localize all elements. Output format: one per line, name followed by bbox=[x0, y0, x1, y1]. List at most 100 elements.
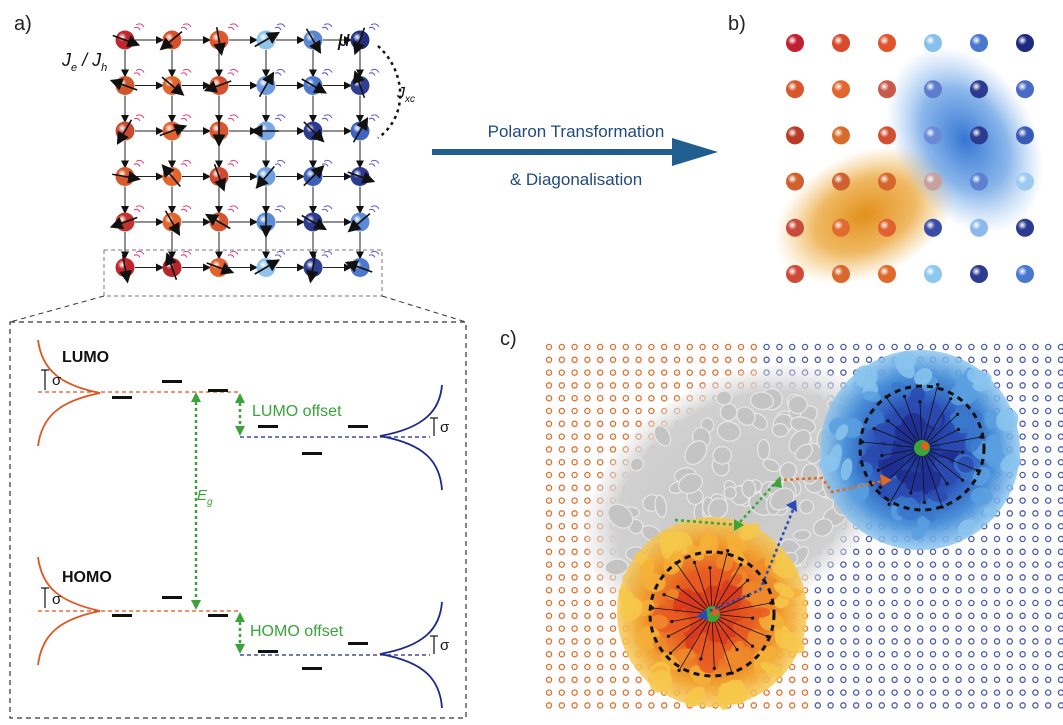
lattice-dot bbox=[904, 663, 911, 671]
zoom-line-left bbox=[9, 295, 105, 323]
polaron-site bbox=[970, 34, 988, 52]
vibration-wave bbox=[368, 114, 380, 122]
lattice-dot bbox=[584, 458, 591, 466]
dipole-arrow bbox=[206, 262, 235, 275]
hopping-paths bbox=[674, 476, 889, 617]
lattice-dot bbox=[878, 574, 886, 581]
polaron-site bbox=[970, 80, 988, 99]
lattice-dot bbox=[1032, 369, 1039, 376]
lattice-dot bbox=[1057, 446, 1063, 453]
lattice-dot bbox=[596, 663, 604, 671]
lattice-dot bbox=[750, 356, 758, 364]
lattice-dot bbox=[801, 702, 809, 709]
cloud-cell bbox=[787, 395, 808, 415]
lattice-dot bbox=[891, 612, 898, 620]
lattice-dot bbox=[558, 599, 566, 607]
lattice-dot bbox=[596, 394, 604, 402]
lattice-dot bbox=[1019, 446, 1026, 453]
polaron-site bbox=[970, 218, 988, 237]
lattice-dot bbox=[596, 650, 604, 658]
lattice-dot bbox=[571, 689, 578, 696]
lattice-dot bbox=[878, 343, 886, 351]
lattice-dot bbox=[571, 625, 578, 632]
lattice-dot bbox=[622, 343, 630, 351]
polarization-cell bbox=[954, 406, 969, 428]
polarization-cell bbox=[899, 497, 920, 521]
lattice-dot bbox=[1032, 638, 1039, 645]
polarization-cell bbox=[911, 527, 926, 541]
polarization-cell bbox=[835, 424, 849, 441]
lattice-dot bbox=[545, 356, 553, 364]
lattice-dot bbox=[596, 676, 604, 684]
lattice-dot bbox=[980, 612, 988, 620]
lattice-dot bbox=[1019, 586, 1026, 594]
cloud-cell bbox=[812, 518, 834, 537]
lattice-dot bbox=[1057, 420, 1063, 428]
homo-offset-label: HOMO offset bbox=[250, 623, 344, 640]
lattice-dot bbox=[865, 676, 873, 684]
lattice-dot bbox=[699, 369, 706, 376]
lattice-dot bbox=[980, 586, 988, 594]
dipole-arrow bbox=[258, 71, 275, 98]
lattice-dot bbox=[968, 689, 975, 696]
spoke-tip bbox=[769, 601, 773, 605]
sigma-label-acceptor-lumo: σ bbox=[440, 419, 450, 436]
spoke bbox=[670, 613, 713, 654]
lattice-dot bbox=[1006, 625, 1014, 632]
lattice-dot bbox=[980, 356, 988, 364]
lattice-dot bbox=[558, 702, 566, 709]
hopping-arrowheads bbox=[696, 474, 892, 620]
lattice-dot bbox=[801, 663, 809, 671]
spoke bbox=[921, 447, 925, 503]
lattice-dot bbox=[1006, 382, 1014, 389]
lattice-dot bbox=[968, 676, 975, 684]
polaron-site bbox=[924, 265, 942, 283]
lattice-dot bbox=[622, 433, 630, 440]
lattice-dot bbox=[648, 369, 655, 376]
polarization-cell bbox=[673, 588, 690, 613]
polarization-cell bbox=[919, 503, 936, 522]
lattice-dot bbox=[1057, 676, 1063, 684]
vibration-wave bbox=[321, 114, 333, 122]
polarization-cell bbox=[922, 407, 942, 426]
lattice-dot bbox=[827, 650, 834, 658]
lattice-dot bbox=[1057, 663, 1063, 671]
polaron-site bbox=[832, 265, 850, 283]
polaron-site bbox=[1016, 265, 1034, 283]
vibration-wave bbox=[180, 250, 192, 258]
lattice-dot bbox=[1032, 497, 1039, 504]
lattice-dot bbox=[827, 599, 834, 607]
spoke-tip bbox=[712, 666, 716, 671]
lattice-dot bbox=[929, 676, 937, 684]
spoke bbox=[873, 428, 923, 449]
lattice-dot bbox=[1044, 433, 1052, 440]
lattice-dot bbox=[878, 702, 886, 709]
spoke bbox=[711, 602, 771, 615]
lattice-dot bbox=[904, 574, 911, 581]
lattice-dot bbox=[545, 394, 553, 402]
lattice-dot bbox=[1019, 625, 1026, 632]
lattice-dot bbox=[571, 394, 578, 402]
lattice-dot bbox=[814, 625, 822, 632]
lattice-dot bbox=[891, 586, 898, 594]
lattice-dot bbox=[865, 702, 873, 709]
lattice-dot bbox=[865, 548, 873, 556]
lattice-dot bbox=[904, 676, 911, 684]
lattice-dot bbox=[545, 548, 553, 556]
lattice-dot bbox=[801, 356, 809, 364]
lattice-dot bbox=[1044, 535, 1052, 543]
lattice-dot bbox=[776, 356, 783, 364]
lattice-dot bbox=[1019, 548, 1026, 556]
lattice-dot bbox=[929, 599, 937, 607]
lattice-dot bbox=[1057, 574, 1063, 581]
lattice-dot bbox=[1006, 663, 1014, 671]
lattice-dot bbox=[993, 625, 1001, 632]
lattice-dot bbox=[622, 407, 630, 415]
lattice-dot bbox=[878, 599, 886, 607]
spoke bbox=[885, 396, 923, 449]
polarization-cell bbox=[965, 425, 984, 453]
lattice-dot bbox=[1044, 599, 1052, 607]
polarization-cell bbox=[684, 686, 706, 708]
lattice-dot bbox=[814, 343, 822, 351]
lattice-dot bbox=[1044, 343, 1052, 351]
